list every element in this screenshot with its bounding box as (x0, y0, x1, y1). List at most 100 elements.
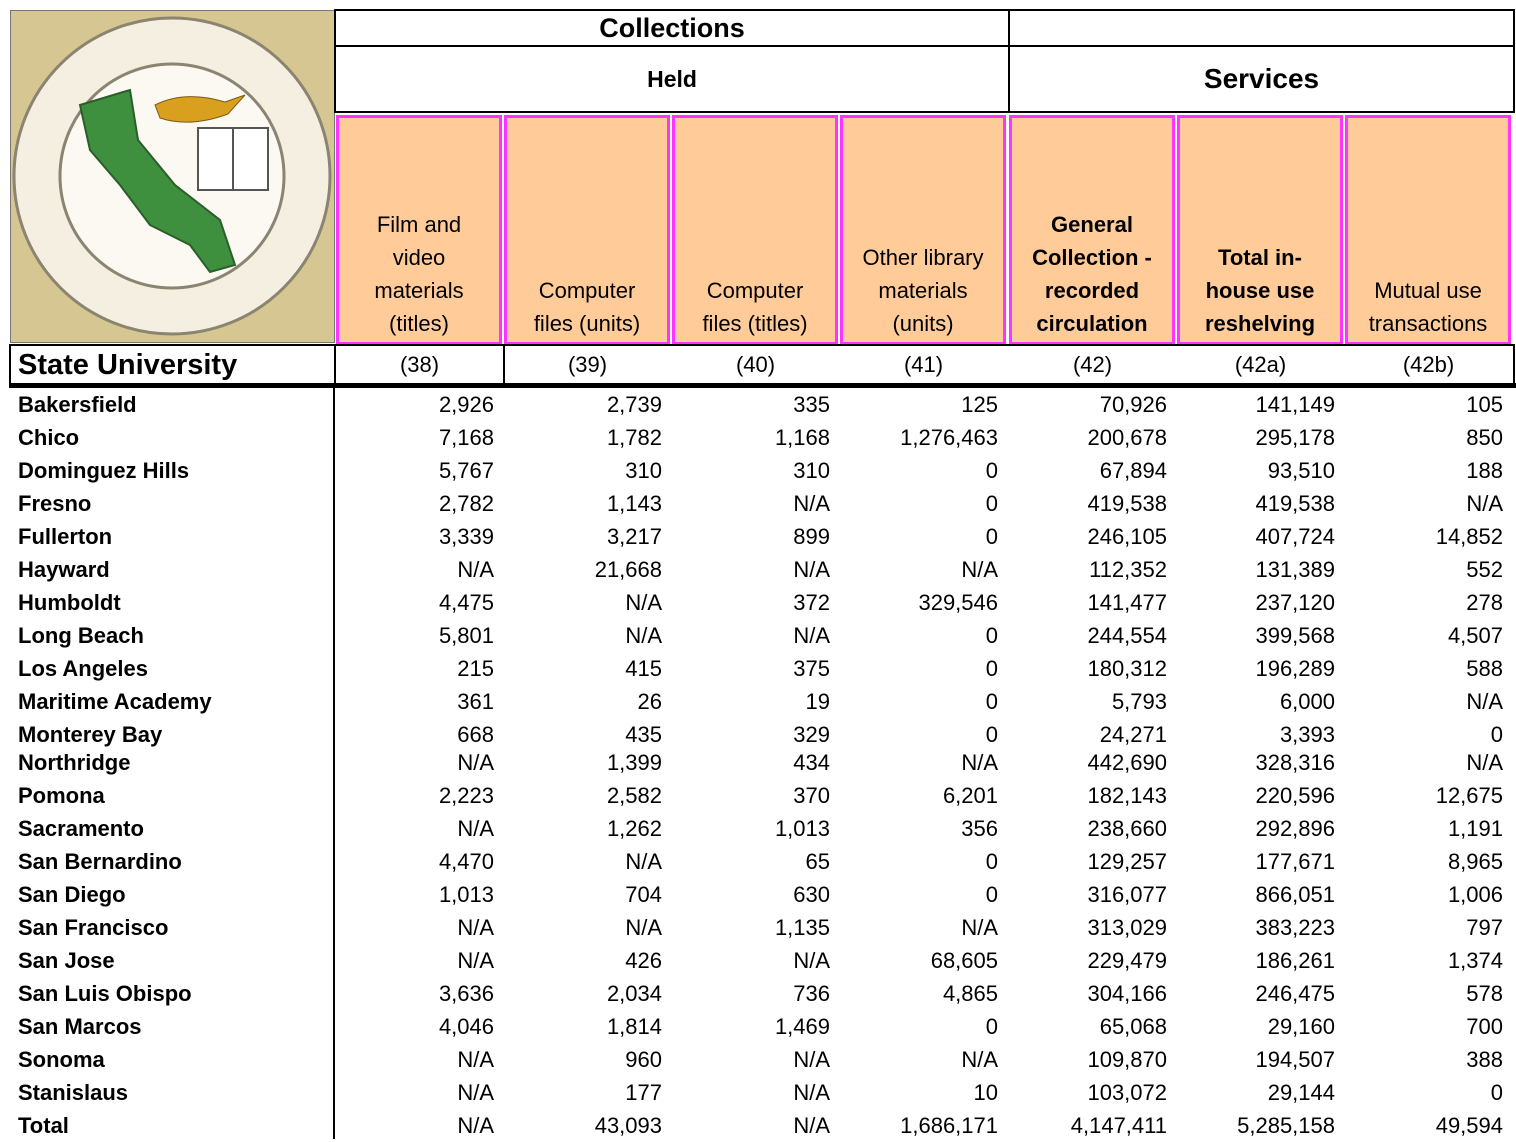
row-name: San Luis Obispo (18, 981, 192, 1006)
cell-value: N/A (793, 557, 830, 582)
cell-value: 552 (1466, 557, 1503, 582)
row-name: Stanislaus (18, 1080, 129, 1105)
cell-value: 316,077 (1087, 882, 1167, 907)
cell-value: 70,926 (1099, 392, 1167, 417)
row-name: Sonoma (18, 1047, 105, 1072)
column-header-line: Mutual use (1374, 278, 1482, 303)
cell-border (503, 344, 1515, 386)
column-code: (40) (735, 352, 776, 377)
row-name: Bakersfield (18, 392, 137, 417)
row-name: Northridge (18, 750, 131, 775)
cell-value: N/A (793, 948, 830, 973)
cell-value: 220,596 (1255, 783, 1335, 808)
cell-value: 4,865 (942, 981, 998, 1006)
cell-border (334, 344, 505, 386)
column-header-line: Other library (862, 245, 984, 270)
cell-value: 313,029 (1087, 915, 1167, 940)
row-name: Dominguez Hills (18, 458, 190, 483)
cell-value: 0 (985, 1014, 998, 1039)
cell-value: 419,538 (1087, 491, 1167, 516)
header-collections: Collections (599, 12, 745, 43)
cell-value: 0 (1490, 722, 1503, 747)
column-header-line: files (titles) (702, 311, 808, 336)
column-header: Film and video materials (titles) (336, 115, 502, 345)
row-name: Total (18, 1113, 69, 1138)
cell-value: 0 (985, 656, 998, 681)
cell-value: 182,143 (1087, 783, 1167, 808)
cell-value: 1,374 (1447, 948, 1503, 973)
cell-value: 196,289 (1255, 656, 1335, 681)
cell-value: 244,554 (1087, 623, 1167, 648)
column-header-line: Film and (376, 212, 462, 237)
cell-value: 383,223 (1255, 915, 1335, 940)
column-header-line: house use (1205, 278, 1315, 303)
cell-value: 328,316 (1255, 750, 1335, 775)
cell-value: N/A (457, 915, 494, 940)
cell-value: 361 (457, 689, 494, 714)
cell-value: 0 (985, 458, 998, 483)
cell-value: 3,217 (606, 524, 662, 549)
cell-value: N/A (457, 1113, 494, 1138)
cell-value: 112,352 (1089, 557, 1167, 582)
cell-value: 125 (961, 392, 998, 417)
cell-value: 177 (625, 1080, 662, 1105)
cell-value: 399,568 (1255, 623, 1335, 648)
cell-value: N/A (625, 590, 662, 615)
cell-value: N/A (1466, 689, 1503, 714)
cell-value: 0 (985, 491, 998, 516)
cell-value: 1,013 (774, 816, 830, 841)
cell-value: 356 (961, 816, 998, 841)
cell-value: 2,782 (438, 491, 494, 516)
cell-value: 6,201 (942, 783, 998, 808)
cell-value: 0 (985, 689, 998, 714)
cell-value: 1,814 (606, 1014, 662, 1039)
cell-value: 141,149 (1255, 392, 1335, 417)
cell-value: 415 (625, 656, 662, 681)
cell-value: 24,271 (1099, 722, 1167, 747)
column-header-line: (units) (892, 311, 954, 336)
cell-value: 5,793 (1111, 689, 1167, 714)
cell-value: 5,767 (438, 458, 494, 483)
cell-value: 700 (1466, 1014, 1503, 1039)
row-name: San Francisco (18, 915, 169, 940)
cell-value: N/A (961, 750, 998, 775)
cell-value: 0 (985, 882, 998, 907)
cell-value: 434 (793, 750, 830, 775)
cell-value: 435 (625, 722, 662, 747)
column-header: Total in-house use reshelving (1177, 115, 1343, 345)
column-header: Other library materials (units) (840, 115, 1006, 345)
cell-value: 1,006 (1447, 882, 1503, 907)
column-code: (42) (1072, 352, 1113, 377)
cell-value: 2,223 (438, 783, 494, 808)
cell-value: N/A (961, 557, 998, 582)
cell-value: 407,724 (1255, 524, 1335, 549)
cell-value: N/A (793, 1047, 830, 1072)
cell-value: 1,168 (774, 425, 830, 450)
cell-value: 65,068 (1099, 1014, 1167, 1039)
cell-value: 229,479 (1087, 948, 1167, 973)
row-name: San Jose (18, 948, 115, 973)
column-code: (42b) (1402, 352, 1455, 377)
cell-value: 103,072 (1087, 1080, 1167, 1105)
cell-value: 304,166 (1087, 981, 1167, 1006)
cell-value: 0 (985, 722, 998, 747)
cell-value: 12,675 (1435, 783, 1503, 808)
cell-value: 960 (625, 1047, 662, 1072)
column-header: Mutual use transactions (1345, 115, 1511, 345)
cell-value: 278 (1466, 590, 1503, 615)
cell-value: 1,469 (774, 1014, 830, 1039)
cell-value: N/A (961, 1047, 998, 1072)
cell-value: 215 (457, 656, 494, 681)
cell-value: 68,605 (930, 948, 998, 973)
cell-value: 1,143 (606, 491, 662, 516)
column-header-line: video (392, 245, 446, 270)
column-code: (41) (903, 352, 944, 377)
cell-value: N/A (793, 1080, 830, 1105)
cell-value: 388 (1466, 1047, 1503, 1072)
cell-value: 736 (793, 981, 830, 1006)
column-header: Computer files (units) (504, 115, 670, 345)
cell-value: 3,339 (438, 524, 494, 549)
cell-value: 704 (625, 882, 662, 907)
cell-value: 6,000 (1279, 689, 1335, 714)
